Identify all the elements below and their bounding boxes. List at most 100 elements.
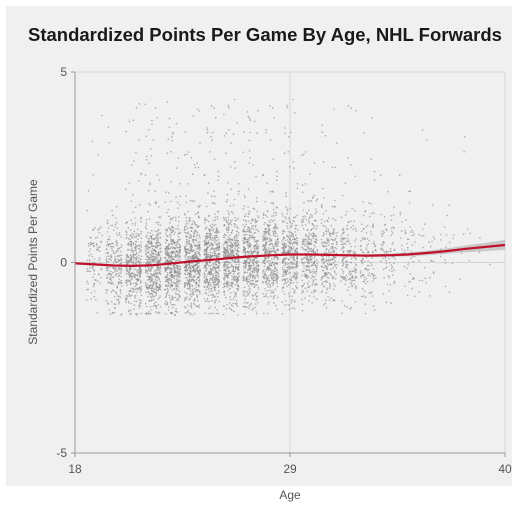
scatter-point (439, 255, 442, 258)
scatter-point (282, 238, 284, 241)
scatter-point (196, 269, 199, 272)
scatter-point (93, 283, 95, 286)
scatter-point (296, 229, 299, 231)
scatter-point (228, 302, 231, 304)
scatter-point (197, 211, 200, 213)
scatter-point (183, 226, 186, 228)
scatter-point (183, 282, 186, 285)
scatter-point (249, 258, 252, 260)
scatter-point (274, 230, 277, 233)
scatter-point (118, 274, 121, 277)
scatter-point (316, 250, 319, 252)
scatter-point (296, 273, 298, 276)
scatter-point (227, 284, 229, 286)
scatter-point (157, 245, 159, 247)
scatter-point (198, 275, 200, 278)
scatter-point (140, 261, 142, 264)
scatter-point (289, 251, 292, 253)
scatter-point (281, 240, 284, 243)
scatter-point (117, 295, 120, 298)
scatter-point (172, 227, 175, 229)
scatter-point (171, 311, 173, 314)
scatter-point (429, 295, 431, 297)
scatter-point (247, 244, 249, 247)
scatter-point (168, 282, 171, 285)
scatter-point (354, 175, 357, 178)
scatter-point (145, 158, 148, 161)
scatter-point (268, 250, 271, 252)
scatter-point (87, 288, 90, 291)
scatter-point (273, 267, 276, 270)
scatter-point (452, 237, 454, 240)
scatter-point (262, 312, 265, 315)
scatter-point (230, 242, 232, 244)
scatter-point (246, 258, 248, 261)
scatter-point (281, 251, 284, 254)
scatter-point (192, 265, 195, 268)
scatter-point (138, 138, 140, 141)
scatter-point (282, 286, 284, 289)
scatter-point (369, 231, 372, 233)
scatter-point (310, 255, 312, 258)
scatter-point (272, 107, 274, 109)
scatter-point (227, 263, 229, 266)
scatter-point (139, 291, 141, 294)
scatter-point (408, 202, 411, 204)
scatter-point (131, 276, 134, 279)
scatter-point (383, 215, 386, 218)
scatter-point (214, 300, 216, 302)
scatter-point (211, 264, 213, 267)
scatter-point (343, 237, 345, 239)
scatter-point (346, 264, 349, 266)
scatter-point (282, 273, 285, 276)
scatter-point (333, 108, 336, 110)
scatter-point (311, 257, 313, 260)
scatter-point (232, 305, 234, 307)
scatter-point (216, 216, 219, 218)
scatter-point (167, 257, 170, 260)
scatter-point (242, 277, 244, 279)
scatter-point (330, 263, 333, 266)
scatter-point (372, 280, 374, 282)
scatter-point (322, 258, 325, 261)
scatter-point (135, 240, 138, 243)
scatter-point (267, 286, 270, 288)
scatter-point (208, 255, 210, 257)
scatter-point (392, 241, 394, 244)
scatter-point (170, 299, 172, 302)
scatter-point (252, 262, 254, 265)
scatter-point (187, 227, 189, 230)
scatter-point (296, 243, 299, 246)
scatter-point (234, 279, 237, 282)
scatter-point (159, 266, 162, 268)
scatter-point (209, 278, 212, 280)
scatter-point (203, 275, 206, 277)
scatter-point (304, 215, 306, 217)
scatter-point (157, 205, 160, 208)
scatter-point (311, 214, 313, 217)
scatter-point (187, 309, 190, 312)
scatter-point (345, 274, 348, 277)
scatter-point (309, 271, 312, 274)
scatter-point (196, 250, 198, 253)
scatter-point (155, 305, 158, 308)
scatter-point (156, 241, 159, 244)
scatter-point (285, 300, 287, 302)
scatter-point (226, 246, 229, 248)
scatter-point (372, 251, 374, 254)
scatter-point (331, 246, 334, 248)
scatter-point (312, 291, 315, 294)
scatter-point (269, 260, 272, 262)
scatter-point (154, 257, 157, 260)
scatter-point (393, 206, 396, 209)
scatter-point (381, 235, 384, 237)
scatter-point (250, 265, 252, 267)
scatter-point (190, 295, 193, 298)
scatter-point (206, 261, 208, 264)
scatter-point (187, 222, 189, 225)
scatter-point (149, 260, 152, 262)
scatter-point (230, 231, 233, 234)
scatter-point (323, 280, 326, 283)
scatter-point (276, 170, 278, 173)
scatter-point (171, 139, 173, 142)
